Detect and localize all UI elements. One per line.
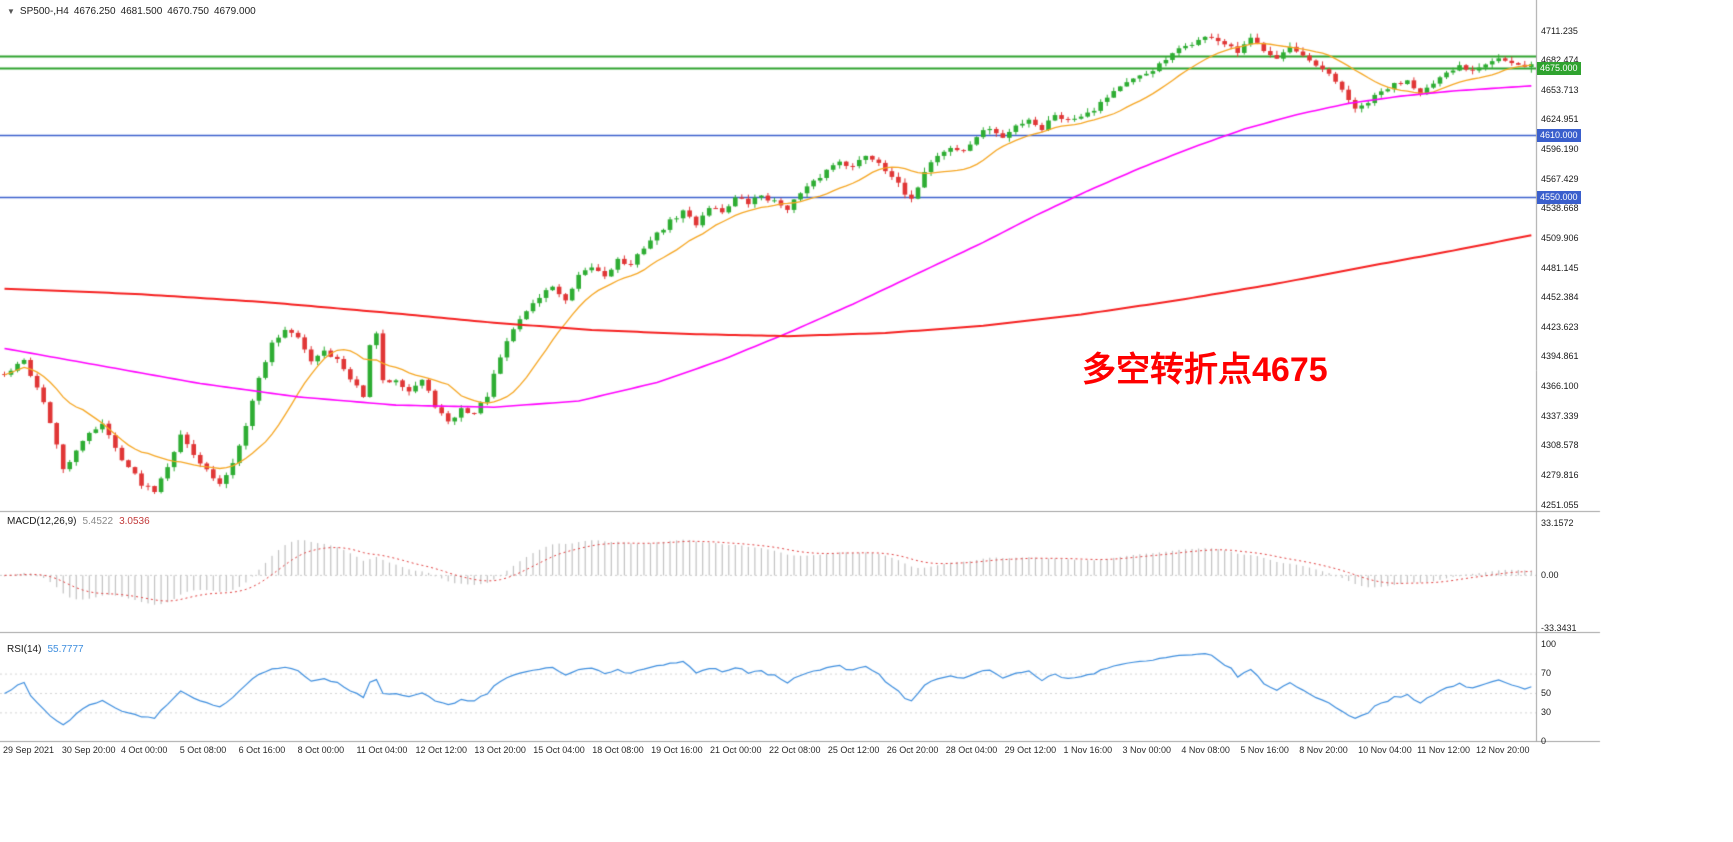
rsi-value: 55.7777: [47, 644, 84, 655]
macd-indicator-label: MACD(12,26,9) 5.4522 3.0536: [7, 516, 156, 527]
chevron-down-icon[interactable]: ▼: [7, 7, 15, 16]
symbol-timeframe: SP500-,H4: [19, 6, 69, 17]
rsi-indicator-label: RSI(14) 55.7777: [7, 644, 90, 655]
ohlc-close: 4679.000: [214, 6, 256, 17]
chart-ohlc-header: ▼ SP500-,H4 4676.250 4681.500 4670.750 4679.0…: [7, 6, 261, 17]
ohlc-high: 4681.500: [120, 6, 163, 17]
ohlc-low: 4670.750: [167, 6, 209, 17]
rsi-name: RSI(14): [7, 644, 42, 655]
ohlc-open: 4676.250: [73, 6, 116, 17]
macd-name: MACD(12,26,9): [7, 516, 77, 527]
annotation-text[interactable]: 多空转折点4675: [1082, 351, 1328, 389]
macd-main-value: 5.4522: [82, 516, 114, 527]
macd-signal-value: 3.0536: [119, 516, 150, 527]
